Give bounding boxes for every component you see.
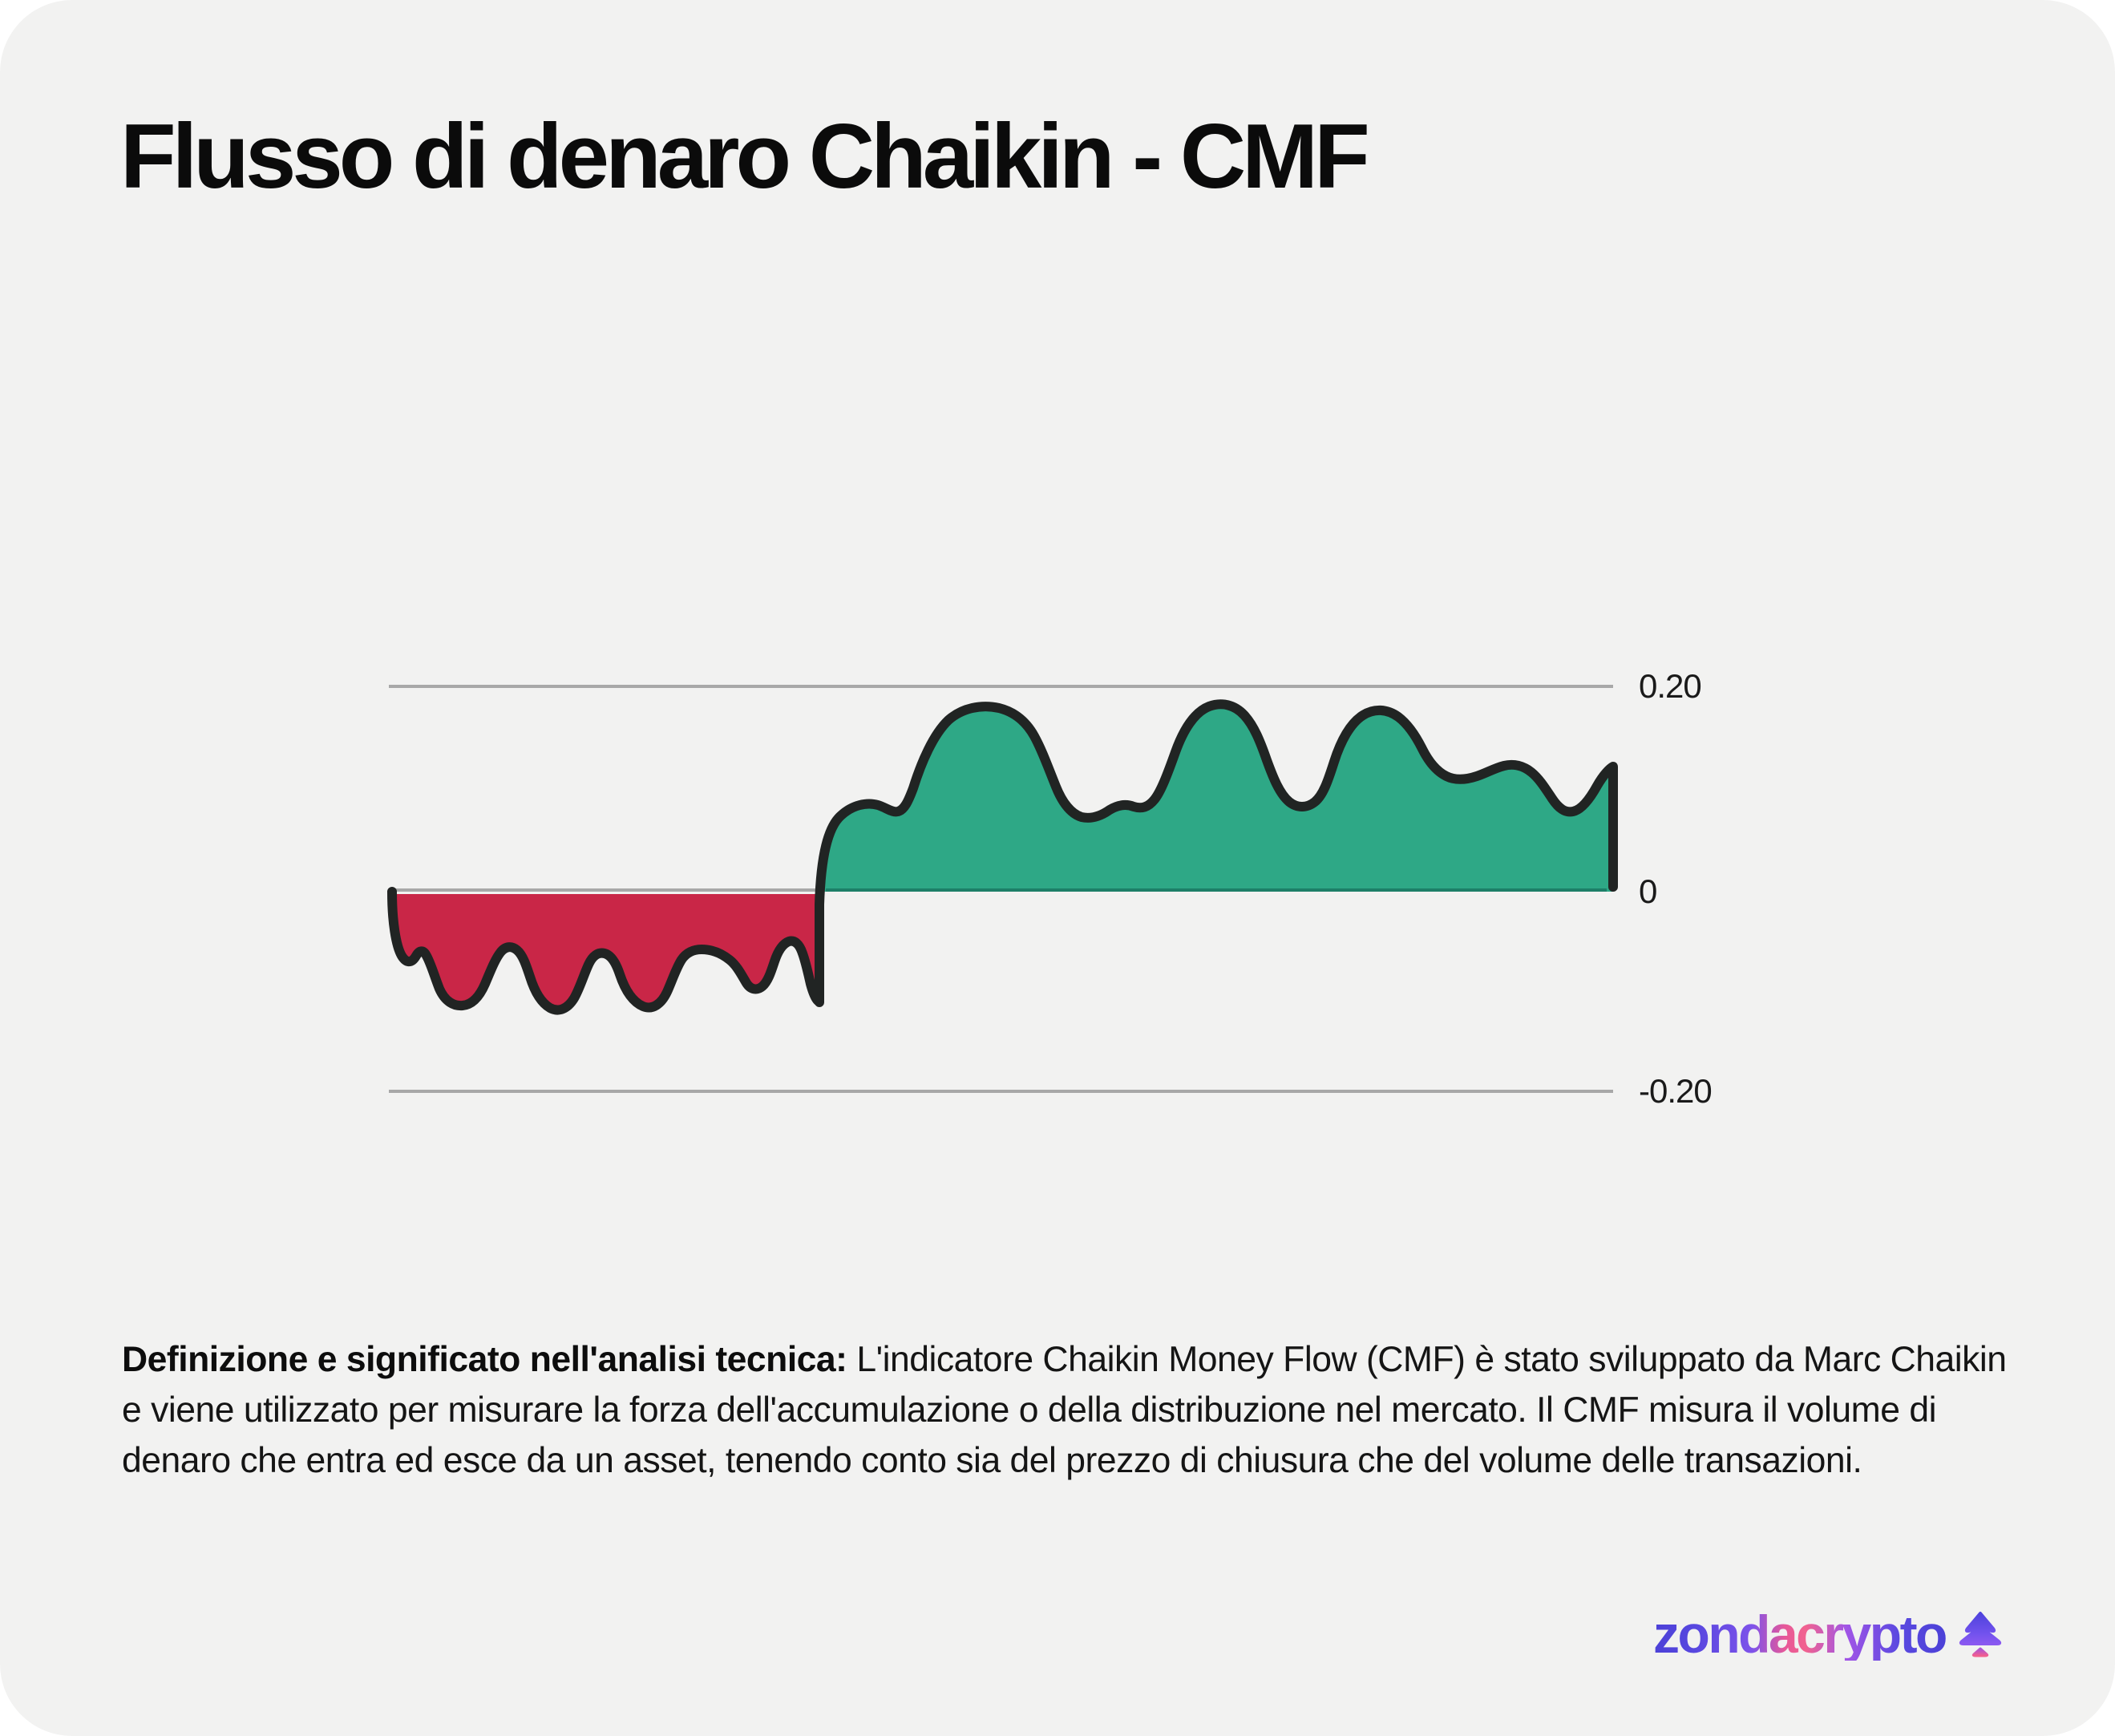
cmf-positive-area bbox=[819, 704, 1613, 904]
cmf-positive-outline bbox=[815, 699, 1618, 1007]
cmf-negative-outline bbox=[387, 887, 823, 1015]
y-axis-label-neg-020: -0.20 bbox=[1639, 1072, 1713, 1110]
zondacrypto-tree-icon bbox=[1959, 1612, 2001, 1657]
page-title: Flusso di denaro Chaikin - CMF bbox=[120, 106, 1370, 208]
description-text: Definizione e significato nell'analisi t… bbox=[122, 1334, 2012, 1486]
brand-logo-text: zondacrypto bbox=[1653, 1604, 1947, 1664]
cmf-area-chart bbox=[387, 685, 1618, 1093]
tree-icon-base bbox=[1971, 1647, 1989, 1657]
y-axis-label-0: 0 bbox=[1639, 872, 1657, 910]
description-body: L'indicatore Chaikin Money Flow (CMF) è … bbox=[122, 1340, 2007, 1480]
cmf-negative-area bbox=[392, 894, 818, 1010]
tree-icon-arrow bbox=[1959, 1612, 2001, 1645]
description-lead: Definizione e significato nell'analisi t… bbox=[122, 1340, 847, 1379]
y-axis-label-020: 0.20 bbox=[1639, 667, 1702, 705]
brand-logo: zondacrypto bbox=[1653, 1608, 2004, 1661]
